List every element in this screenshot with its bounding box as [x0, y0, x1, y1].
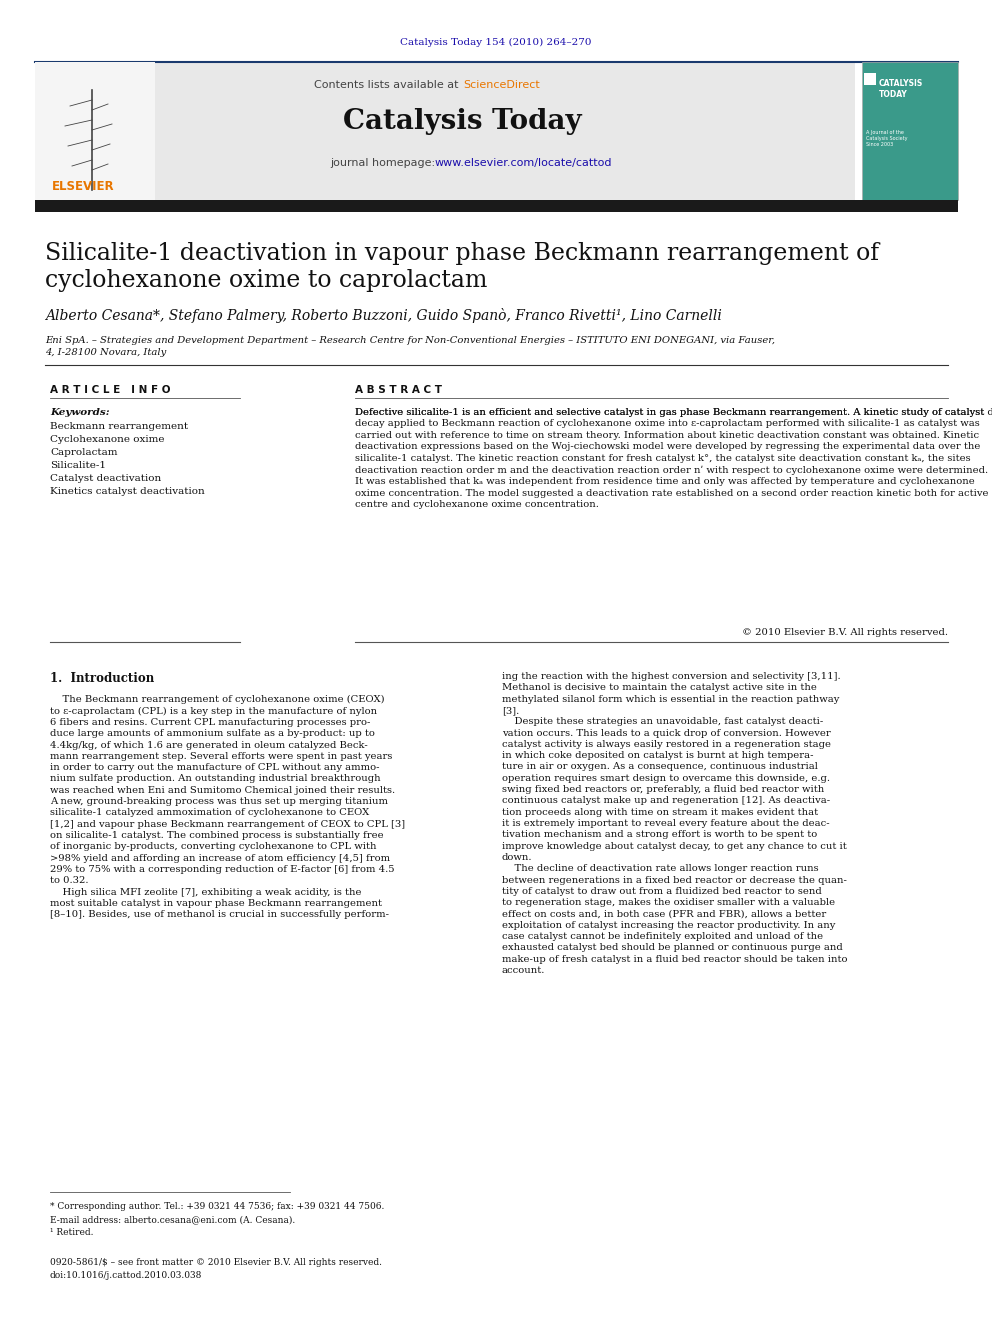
- Bar: [155, 62, 855, 200]
- Text: Keywords:: Keywords:: [50, 407, 110, 417]
- Bar: [864, 73, 876, 85]
- Text: Alberto Cesana*, Stefano Palmery, Roberto Buzzoni, Guido Spanò, Franco Rivetti¹,: Alberto Cesana*, Stefano Palmery, Robert…: [45, 308, 722, 323]
- Text: Catalysis Today: Catalysis Today: [342, 108, 581, 135]
- Bar: [35, 200, 958, 212]
- Text: www.elsevier.com/locate/cattod: www.elsevier.com/locate/cattod: [435, 157, 612, 168]
- Text: Eni SpA. – Strategies and Development Department – Research Centre for Non-Conve: Eni SpA. – Strategies and Development De…: [45, 336, 775, 357]
- Text: ScienceDirect: ScienceDirect: [463, 79, 540, 90]
- Text: ELSEVIER: ELSEVIER: [52, 180, 115, 193]
- Bar: [862, 62, 958, 200]
- Text: Contents lists available at: Contents lists available at: [314, 79, 462, 90]
- Text: A Journal of the
Catalysis Society
Since 2003: A Journal of the Catalysis Society Since…: [866, 130, 908, 147]
- Text: Caprolactam: Caprolactam: [50, 448, 117, 456]
- Text: The Beckmann rearrangement of cyclohexanone oxime (CEOX)
to ε-caprolactam (CPL) : The Beckmann rearrangement of cyclohexan…: [50, 695, 405, 919]
- Bar: [35, 62, 155, 200]
- Text: Defective silicalite-1 is an efficient and selective catalyst in gas phase Beckm: Defective silicalite-1 is an efficient a…: [355, 407, 992, 417]
- Text: Beckmann rearrangement: Beckmann rearrangement: [50, 422, 188, 431]
- Text: Defective silicalite-1 is an efficient and selective catalyst in gas phase Beckm: Defective silicalite-1 is an efficient a…: [355, 407, 988, 509]
- Text: 0920-5861/$ – see front matter © 2010 Elsevier B.V. All rights reserved.: 0920-5861/$ – see front matter © 2010 El…: [50, 1258, 382, 1267]
- Text: Cyclohexanone oxime: Cyclohexanone oxime: [50, 435, 165, 445]
- Text: ¹ Retired.: ¹ Retired.: [50, 1228, 93, 1237]
- Text: ing the reaction with the highest conversion and selectivity [3,11].
Methanol is: ing the reaction with the highest conver…: [502, 672, 847, 975]
- Text: Catalysis Today 154 (2010) 264–270: Catalysis Today 154 (2010) 264–270: [400, 38, 592, 48]
- Text: Kinetics catalyst deactivation: Kinetics catalyst deactivation: [50, 487, 204, 496]
- Text: journal homepage:: journal homepage:: [330, 157, 438, 168]
- Text: 1.  Introduction: 1. Introduction: [50, 672, 154, 685]
- Text: Silicalite-1: Silicalite-1: [50, 460, 106, 470]
- Text: © 2010 Elsevier B.V. All rights reserved.: © 2010 Elsevier B.V. All rights reserved…: [742, 628, 948, 636]
- Text: A B S T R A C T: A B S T R A C T: [355, 385, 442, 396]
- Text: Catalyst deactivation: Catalyst deactivation: [50, 474, 162, 483]
- Text: * Corresponding author. Tel.: +39 0321 44 7536; fax: +39 0321 44 7506.: * Corresponding author. Tel.: +39 0321 4…: [50, 1203, 384, 1211]
- Text: E-mail address: alberto.cesana@eni.com (A. Cesana).: E-mail address: alberto.cesana@eni.com (…: [50, 1215, 296, 1224]
- Text: Silicalite-1 deactivation in vapour phase Beckmann rearrangement of
cyclohexanon: Silicalite-1 deactivation in vapour phas…: [45, 242, 879, 292]
- Text: A R T I C L E   I N F O: A R T I C L E I N F O: [50, 385, 171, 396]
- Text: CATALYSIS
TODAY: CATALYSIS TODAY: [879, 79, 924, 99]
- Text: doi:10.1016/j.cattod.2010.03.038: doi:10.1016/j.cattod.2010.03.038: [50, 1271, 202, 1279]
